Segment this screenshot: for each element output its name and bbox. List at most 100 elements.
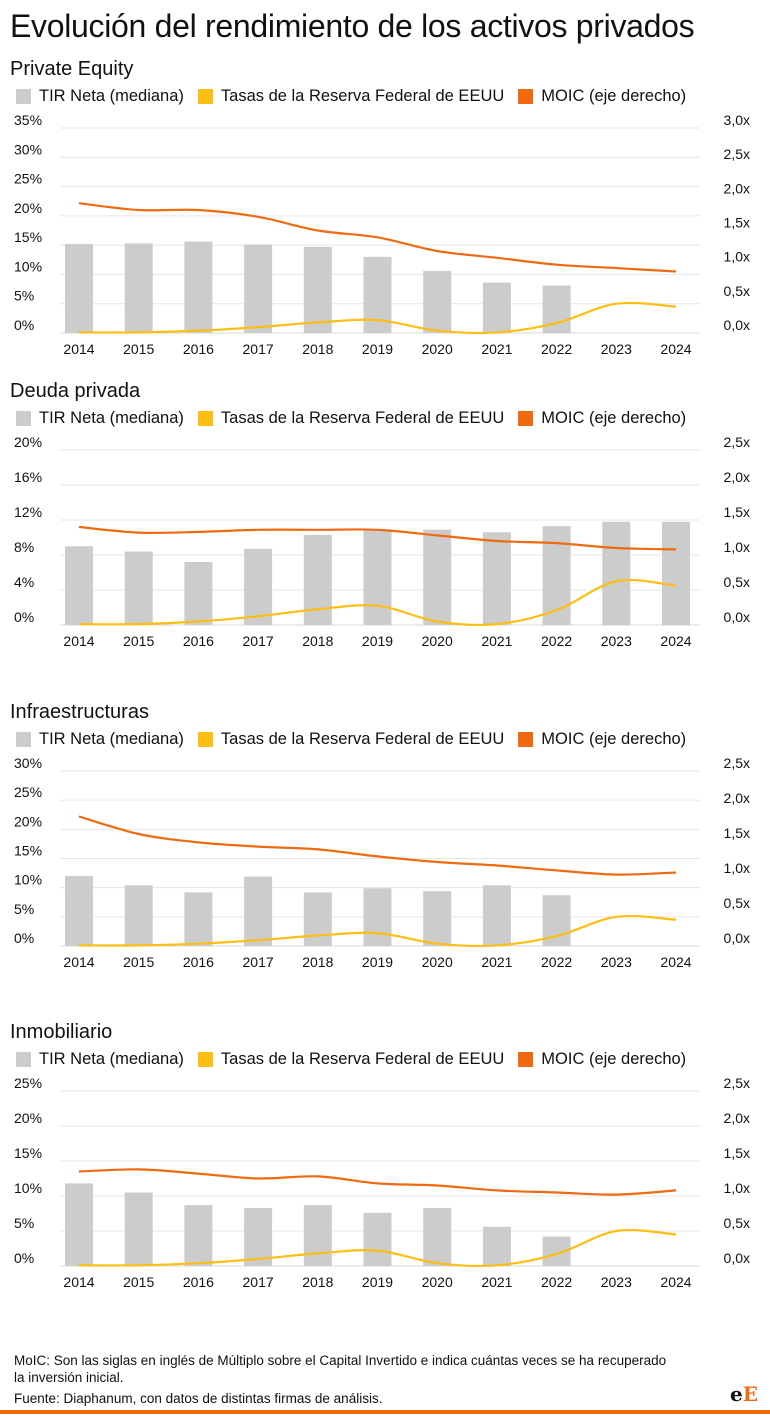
y-tick-label-right: 2,5x [724,146,750,162]
legend-swatch-irr [16,411,31,426]
y-tick-label-right: 2,0x [724,1110,750,1126]
chart-plot: 0% 4% 8% 12% 16% 20% 0,0x 0,5x 1,0x 1,5x 2,0x 2,5x 2… [14,434,750,649]
y-tick-label-left: 10% [14,1180,42,1196]
legend-label-moic: MOIC (eje derecho) [541,1050,687,1068]
legend-item-fed: Tasas de la Reserva Federal de EEUU [197,1050,505,1069]
legend-label-irr: TIR Neta (mediana) [39,730,184,748]
y-tick-label-right: 2,0x [724,790,750,806]
bar-irr [244,244,273,333]
bar-irr [363,1212,392,1266]
x-tick-label: 2015 [123,954,154,970]
legend-label-fed: Tasas de la Reserva Federal de EEUU [220,1050,505,1068]
bar-irr [124,1192,153,1266]
x-tick-label: 2023 [601,954,632,970]
bar-irr [244,1207,273,1266]
y-tick-label-right: 1,0x [724,860,750,876]
bar-irr [482,885,511,946]
x-tick-label: 2017 [243,954,274,970]
legend-label-irr: TIR Neta (mediana) [39,409,184,427]
x-tick-label: 2015 [123,1274,154,1290]
y-tick-label-left: 15% [14,843,42,859]
bar-irr [65,1183,93,1266]
x-tick-label: 2022 [541,954,572,970]
bar-irr [662,521,690,625]
chart-title: Inmobiliario [10,1021,113,1043]
y-tick-label-right: 2,5x [724,1075,750,1091]
y-tick-label-right: 1,5x [724,215,750,231]
y-tick-label-right: 2,5x [724,434,750,450]
bar-irr [423,270,452,333]
page-title: Evolución del rendimiento de los activos… [10,8,695,44]
legend-swatch-fed [197,1052,213,1067]
y-tick-label-left: 8% [14,539,34,555]
legend-swatch-irr [16,732,31,747]
bar-irr [184,892,213,946]
x-tick-label: 2021 [481,633,512,649]
bar-irr [602,521,631,625]
y-tick-label-left: 0% [14,930,34,946]
x-tick-label: 2024 [660,633,691,649]
x-tick-label: 2014 [63,633,94,649]
line-fed [78,579,677,627]
x-tick-label: 2023 [601,1274,632,1290]
legend-label-fed: Tasas de la Reserva Federal de EEUU [220,730,505,748]
bar-irr [303,246,332,333]
legend-item-irr: TIR Neta (mediana) [16,1050,184,1069]
y-tick-label-right: 0,0x [724,1250,750,1266]
x-tick-label: 2020 [422,954,453,970]
y-tick-label-right: 0,5x [724,895,750,911]
bar-irr [184,562,213,625]
y-tick-label-right: 2,5x [724,755,750,771]
bar-irr [482,532,511,625]
x-tick-label: 2022 [541,633,572,649]
y-tick-label-right: 0,5x [724,283,750,299]
y-tick-label-left: 15% [14,229,42,245]
y-tick-label-left: 0% [14,1250,34,1266]
x-tick-label: 2019 [362,341,393,357]
x-tick-label: 2024 [660,341,691,357]
bar-irr [65,243,93,333]
bar-irr [184,241,213,333]
y-tick-label-left: 20% [14,813,42,829]
x-tick-label: 2019 [362,1274,393,1290]
x-tick-label: 2023 [601,341,632,357]
y-tick-label-right: 0,5x [724,574,750,590]
legend-swatch-fed [197,411,213,426]
chart-legend: TIR Neta (mediana) Tasas de la Reserva F… [16,87,700,106]
legend-label-fed: Tasas de la Reserva Federal de EEUU [220,87,505,105]
bar-irr [363,529,392,625]
y-tick-label-left: 25% [14,784,42,800]
x-tick-label: 2018 [302,341,333,357]
legend-item-moic: MOIC (eje derecho) [518,87,686,106]
x-tick-label: 2014 [63,1274,94,1290]
bar-irr [482,1226,511,1266]
x-tick-label: 2015 [123,341,154,357]
legend-item-fed: Tasas de la Reserva Federal de EEUU [197,87,505,106]
x-tick-label: 2018 [302,1274,333,1290]
legend-label-moic: MOIC (eje derecho) [541,409,687,427]
bar-irr [482,282,511,333]
bar-irr [124,243,153,333]
y-tick-label-right: 2,0x [724,180,750,196]
legend-swatch-moic [518,732,534,747]
x-tick-label: 2016 [183,633,214,649]
x-tick-label: 2022 [541,341,572,357]
x-tick-label: 2021 [481,1274,512,1290]
y-tick-label-left: 16% [14,469,42,485]
bar-irr [363,888,392,946]
legend-swatch-irr [16,1052,31,1067]
x-tick-label: 2021 [481,954,512,970]
bar-irr [65,876,93,946]
x-tick-label: 2024 [660,954,691,970]
y-tick-label-right: 1,5x [724,504,750,520]
legend-item-irr: TIR Neta (mediana) [16,730,184,749]
legend-item-irr: TIR Neta (mediana) [16,409,184,428]
x-tick-label: 2020 [422,341,453,357]
x-tick-label: 2017 [243,341,274,357]
legend-label-irr: TIR Neta (mediana) [39,87,184,105]
legend-swatch-fed [197,89,213,104]
line-fed [78,1228,677,1268]
bottom-accent-bar [0,1410,770,1414]
bar-irr [124,885,153,946]
footnote: MoIC: Son las siglas en inglés de Múltip… [14,1353,667,1385]
